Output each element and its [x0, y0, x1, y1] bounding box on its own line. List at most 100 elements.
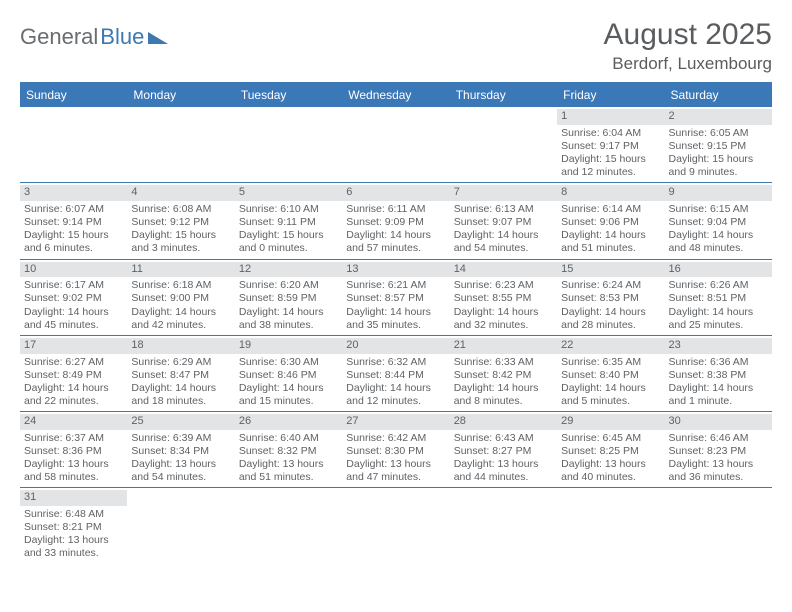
logo-text-1: General — [20, 24, 98, 50]
sunset-text: Sunset: 9:09 PM — [346, 216, 445, 229]
calendar-cell: 18Sunrise: 6:29 AMSunset: 8:47 PMDayligh… — [127, 336, 234, 411]
day-number: 13 — [342, 262, 449, 278]
sunset-text: Sunset: 9:12 PM — [131, 216, 230, 229]
daylight-text: Daylight: 13 hours and 58 minutes. — [24, 458, 123, 484]
sunset-text: Sunset: 8:30 PM — [346, 445, 445, 458]
daylight-text: Daylight: 14 hours and 8 minutes. — [454, 382, 553, 408]
daylight-text: Daylight: 14 hours and 38 minutes. — [239, 306, 338, 332]
sunrise-text: Sunrise: 6:27 AM — [24, 356, 123, 369]
sunrise-text: Sunrise: 6:08 AM — [131, 203, 230, 216]
day-number: 3 — [20, 185, 127, 201]
sunrise-text: Sunrise: 6:40 AM — [239, 432, 338, 445]
day-number: 19 — [235, 338, 342, 354]
sunrise-text: Sunrise: 6:32 AM — [346, 356, 445, 369]
sunrise-text: Sunrise: 6:39 AM — [131, 432, 230, 445]
daylight-text: Daylight: 14 hours and 22 minutes. — [24, 382, 123, 408]
calendar-week: 10Sunrise: 6:17 AMSunset: 9:02 PMDayligh… — [20, 260, 772, 336]
daylight-text: Daylight: 15 hours and 3 minutes. — [131, 229, 230, 255]
calendar-cell — [342, 107, 449, 182]
calendar-cell — [450, 107, 557, 182]
day-number: 17 — [20, 338, 127, 354]
daylight-text: Daylight: 14 hours and 35 minutes. — [346, 306, 445, 332]
sunrise-text: Sunrise: 6:45 AM — [561, 432, 660, 445]
daylight-text: Daylight: 14 hours and 45 minutes. — [24, 306, 123, 332]
day-number: 24 — [20, 414, 127, 430]
sunrise-text: Sunrise: 6:35 AM — [561, 356, 660, 369]
day-number: 22 — [557, 338, 664, 354]
daylight-text: Daylight: 13 hours and 51 minutes. — [239, 458, 338, 484]
day-number: 28 — [450, 414, 557, 430]
calendar-week: 1Sunrise: 6:04 AMSunset: 9:17 PMDaylight… — [20, 107, 772, 183]
calendar-cell — [342, 488, 449, 563]
day-number: 18 — [127, 338, 234, 354]
calendar-week: 3Sunrise: 6:07 AMSunset: 9:14 PMDaylight… — [20, 183, 772, 259]
sunrise-text: Sunrise: 6:23 AM — [454, 279, 553, 292]
day-of-week-header: Sunday Monday Tuesday Wednesday Thursday… — [20, 84, 772, 107]
day-number: 5 — [235, 185, 342, 201]
calendar-cell: 5Sunrise: 6:10 AMSunset: 9:11 PMDaylight… — [235, 183, 342, 258]
day-number: 1 — [557, 109, 664, 125]
daylight-text: Daylight: 14 hours and 15 minutes. — [239, 382, 338, 408]
dow-monday: Monday — [127, 84, 234, 107]
sunrise-text: Sunrise: 6:30 AM — [239, 356, 338, 369]
daylight-text: Daylight: 15 hours and 9 minutes. — [669, 153, 768, 179]
calendar-cell: 24Sunrise: 6:37 AMSunset: 8:36 PMDayligh… — [20, 412, 127, 487]
calendar-cell — [450, 488, 557, 563]
daylight-text: Daylight: 14 hours and 42 minutes. — [131, 306, 230, 332]
calendar-cell — [235, 107, 342, 182]
logo-text-2: Blue — [100, 24, 144, 50]
sunset-text: Sunset: 9:04 PM — [669, 216, 768, 229]
sunrise-text: Sunrise: 6:21 AM — [346, 279, 445, 292]
day-number: 2 — [665, 109, 772, 125]
sunrise-text: Sunrise: 6:05 AM — [669, 127, 768, 140]
sunset-text: Sunset: 8:46 PM — [239, 369, 338, 382]
sunset-text: Sunset: 9:11 PM — [239, 216, 338, 229]
sunset-text: Sunset: 9:15 PM — [669, 140, 768, 153]
sunset-text: Sunset: 9:07 PM — [454, 216, 553, 229]
calendar-cell: 7Sunrise: 6:13 AMSunset: 9:07 PMDaylight… — [450, 183, 557, 258]
dow-tuesday: Tuesday — [235, 84, 342, 107]
calendar-week: 24Sunrise: 6:37 AMSunset: 8:36 PMDayligh… — [20, 412, 772, 488]
location-subtitle: Berdorf, Luxembourg — [604, 54, 772, 74]
sunrise-text: Sunrise: 6:15 AM — [669, 203, 768, 216]
calendar-cell — [557, 488, 664, 563]
daylight-text: Daylight: 14 hours and 1 minute. — [669, 382, 768, 408]
sunset-text: Sunset: 9:14 PM — [24, 216, 123, 229]
calendar-cell: 31Sunrise: 6:48 AMSunset: 8:21 PMDayligh… — [20, 488, 127, 563]
sunset-text: Sunset: 8:53 PM — [561, 292, 660, 305]
daylight-text: Daylight: 14 hours and 32 minutes. — [454, 306, 553, 332]
day-number: 31 — [20, 490, 127, 506]
calendar-cell: 10Sunrise: 6:17 AMSunset: 9:02 PMDayligh… — [20, 260, 127, 335]
sunrise-text: Sunrise: 6:04 AM — [561, 127, 660, 140]
day-number: 20 — [342, 338, 449, 354]
daylight-text: Daylight: 15 hours and 0 minutes. — [239, 229, 338, 255]
day-number: 26 — [235, 414, 342, 430]
day-number: 29 — [557, 414, 664, 430]
calendar-body: 1Sunrise: 6:04 AMSunset: 9:17 PMDaylight… — [20, 107, 772, 564]
sunset-text: Sunset: 9:02 PM — [24, 292, 123, 305]
sunset-text: Sunset: 8:27 PM — [454, 445, 553, 458]
calendar-week: 17Sunrise: 6:27 AMSunset: 8:49 PMDayligh… — [20, 336, 772, 412]
calendar-cell: 21Sunrise: 6:33 AMSunset: 8:42 PMDayligh… — [450, 336, 557, 411]
day-number: 10 — [20, 262, 127, 278]
calendar-cell: 17Sunrise: 6:27 AMSunset: 8:49 PMDayligh… — [20, 336, 127, 411]
month-title: August 2025 — [604, 18, 772, 52]
sunset-text: Sunset: 8:38 PM — [669, 369, 768, 382]
daylight-text: Daylight: 13 hours and 44 minutes. — [454, 458, 553, 484]
sunset-text: Sunset: 8:57 PM — [346, 292, 445, 305]
sunset-text: Sunset: 8:47 PM — [131, 369, 230, 382]
sunset-text: Sunset: 9:00 PM — [131, 292, 230, 305]
daylight-text: Daylight: 13 hours and 54 minutes. — [131, 458, 230, 484]
calendar-cell: 8Sunrise: 6:14 AMSunset: 9:06 PMDaylight… — [557, 183, 664, 258]
calendar-cell: 13Sunrise: 6:21 AMSunset: 8:57 PMDayligh… — [342, 260, 449, 335]
sunrise-text: Sunrise: 6:36 AM — [669, 356, 768, 369]
calendar-cell — [235, 488, 342, 563]
calendar-cell: 15Sunrise: 6:24 AMSunset: 8:53 PMDayligh… — [557, 260, 664, 335]
calendar-cell — [20, 107, 127, 182]
day-number: 12 — [235, 262, 342, 278]
sunrise-text: Sunrise: 6:26 AM — [669, 279, 768, 292]
daylight-text: Daylight: 14 hours and 54 minutes. — [454, 229, 553, 255]
sunrise-text: Sunrise: 6:20 AM — [239, 279, 338, 292]
sunrise-text: Sunrise: 6:17 AM — [24, 279, 123, 292]
dow-sunday: Sunday — [20, 84, 127, 107]
